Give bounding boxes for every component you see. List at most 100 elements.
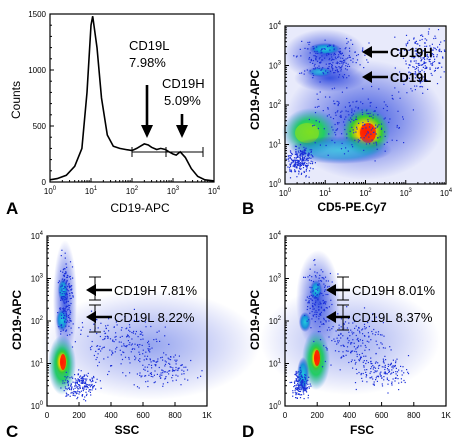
event-dot (420, 85, 422, 88)
event-dot (327, 45, 329, 48)
event-dot (331, 65, 333, 67)
event-dot (99, 380, 101, 382)
event-dot (406, 92, 408, 94)
event-dot (353, 342, 355, 344)
event-dot (308, 297, 310, 299)
event-dot (440, 41, 442, 43)
panel-b-ytick-label: 102 (269, 100, 282, 110)
event-dot (386, 377, 388, 379)
event-dot (61, 296, 63, 298)
event-dot (318, 293, 320, 295)
event-dot (163, 371, 166, 373)
event-dot (306, 160, 308, 162)
event-dot (93, 377, 95, 379)
event-dot (80, 379, 82, 381)
event-dot (306, 166, 308, 168)
event-dot (394, 366, 396, 368)
event-dot (422, 63, 424, 66)
event-dot (356, 54, 358, 57)
event-dot (338, 350, 340, 353)
event-dot (376, 375, 378, 377)
event-dot (139, 333, 141, 335)
event-dot (102, 346, 104, 349)
event-dot (296, 176, 298, 178)
event-dot (339, 51, 342, 53)
event-dot (357, 339, 359, 342)
event-dot (378, 347, 380, 349)
event-dot (391, 139, 393, 141)
event-dot (401, 370, 403, 372)
event-dot (77, 378, 79, 380)
event-dot (351, 112, 353, 114)
event-dot (312, 314, 314, 316)
event-dot (183, 370, 185, 372)
event-dot (164, 326, 166, 328)
event-dot (423, 79, 425, 81)
panel-b-xtick-label: 101 (319, 188, 332, 198)
event-dot (60, 270, 62, 272)
event-dot (405, 45, 407, 47)
event-dot (314, 292, 317, 294)
event-dot (351, 115, 353, 117)
event-dot (401, 374, 403, 376)
event-dot (294, 380, 296, 382)
event-dot (333, 44, 335, 46)
event-dot (357, 107, 359, 109)
event-dot (386, 373, 388, 375)
event-dot (383, 143, 385, 145)
event-dot (417, 63, 419, 65)
event-dot (385, 372, 387, 374)
event-dot (64, 273, 66, 275)
event-dot (323, 283, 325, 285)
event-dot (426, 51, 428, 54)
event-dot (311, 276, 313, 278)
event-dot (372, 131, 375, 134)
event-dot (159, 340, 161, 342)
event-dot (348, 119, 350, 121)
event-dot (337, 56, 339, 58)
event-dot (402, 366, 404, 368)
event-dot (131, 338, 133, 340)
event-dot (335, 58, 337, 60)
event-dot (389, 346, 391, 348)
event-dot (343, 327, 345, 329)
event-dot (384, 371, 386, 373)
event-dot (153, 374, 155, 376)
event-dot (294, 145, 297, 147)
event-dot (337, 103, 339, 106)
event-dot (351, 108, 353, 110)
event-dot (173, 356, 175, 358)
event-dot (405, 34, 408, 36)
event-dot (351, 118, 353, 121)
event-dot (153, 360, 155, 362)
event-dot (298, 387, 300, 389)
event-dot (310, 294, 312, 296)
event-dot (159, 377, 162, 379)
event-dot (341, 52, 343, 54)
event-dot (331, 328, 333, 330)
event-dot (441, 66, 443, 68)
event-dot (417, 76, 419, 78)
event-dot (396, 374, 398, 377)
event-dot (353, 132, 355, 134)
event-dot (303, 163, 305, 165)
event-dot (415, 74, 417, 76)
event-dot (67, 381, 69, 383)
event-dot (318, 277, 320, 279)
event-dot (338, 74, 341, 76)
event-dot (65, 329, 68, 331)
event-dot (97, 327, 99, 329)
event-dot (294, 153, 296, 155)
event-dot (300, 381, 302, 383)
event-dot (201, 370, 203, 372)
event-dot (371, 330, 373, 333)
event-dot (298, 170, 300, 172)
event-dot (77, 386, 79, 388)
event-dot (398, 382, 400, 384)
event-dot (383, 335, 385, 337)
event-dot (305, 387, 307, 389)
panel-a-xtick-label: 101 (85, 186, 98, 196)
event-dot (319, 274, 321, 276)
event-dot (324, 360, 326, 363)
panel-d-ytick-label: 104 (269, 231, 282, 241)
